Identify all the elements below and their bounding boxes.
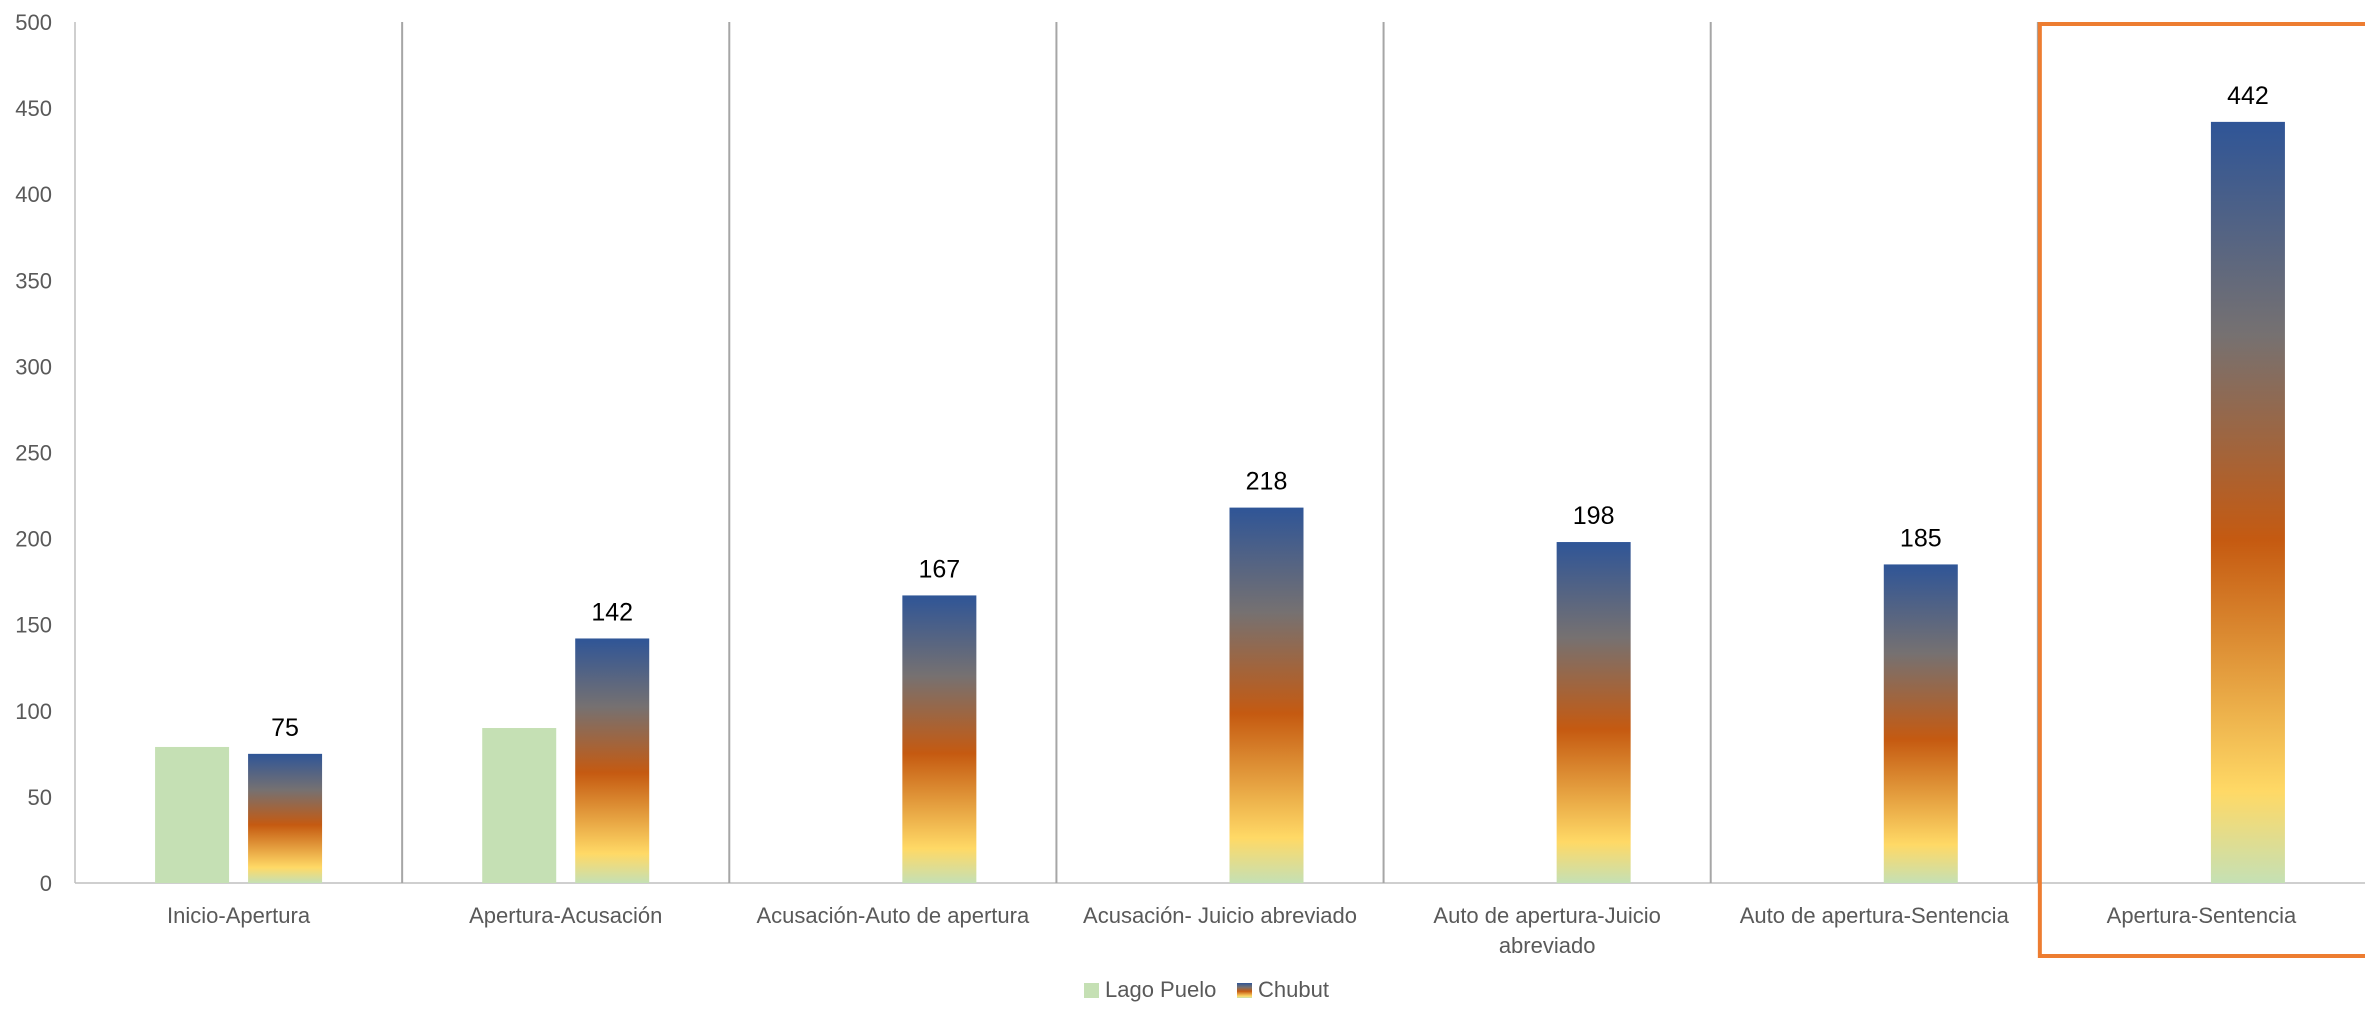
bar-chubut (2210, 121, 2285, 884)
legend-swatch-chubut (1237, 983, 1252, 998)
data-label-chubut: 167 (918, 555, 960, 583)
x-tick-label: Apertura-Sentencia (2107, 903, 2297, 928)
bar-chubut (902, 595, 977, 883)
y-tick-label: 100 (15, 699, 52, 724)
data-label-chubut: 218 (1246, 468, 1288, 496)
bar-chubut (1229, 507, 1304, 883)
y-tick-label: 50 (28, 785, 52, 810)
legend-swatch-lago-puelo (1084, 983, 1099, 998)
data-label-chubut: 442 (2227, 82, 2269, 110)
y-tick-label: 300 (15, 354, 52, 379)
data-label-chubut: 142 (591, 598, 633, 626)
bar-lago-puelo (482, 728, 557, 883)
bar-lago-puelo (155, 746, 230, 883)
x-tick-label: Auto de apertura-Sentencia (1740, 903, 2010, 928)
y-tick-label: 500 (15, 10, 52, 35)
x-tick-label: Acusación- Juicio abreviado (1083, 903, 1357, 928)
legend-label-chubut: Chubut (1258, 977, 1329, 1002)
y-tick-label: 150 (15, 613, 52, 638)
data-label-chubut: 198 (1573, 502, 1615, 530)
y-tick-label: 450 (15, 96, 52, 121)
x-tick-label: Auto de apertura-Juicio abreviado (1433, 903, 1660, 958)
y-tick-label: 400 (15, 182, 52, 207)
y-tick-label: 250 (15, 441, 52, 466)
legend-label-lago-puelo: Lago Puelo (1105, 977, 1216, 1002)
y-tick-label: 200 (15, 527, 52, 552)
highlight-box (2037, 22, 2365, 958)
data-label-chubut: 75 (271, 714, 299, 742)
y-tick-label: 0 (40, 871, 52, 896)
data-label-chubut: 185 (1900, 524, 1942, 552)
x-tick-label: Acusación-Auto de apertura (756, 903, 1029, 928)
bar-chubut (575, 638, 650, 883)
x-tick-label: Apertura-Acusación (469, 903, 662, 928)
bar-chubut (1883, 564, 1958, 883)
bar-chubut (1556, 542, 1631, 883)
y-tick-label: 350 (15, 268, 52, 293)
bar-chubut (248, 753, 323, 883)
x-tick-label: Inicio-Apertura (167, 903, 311, 928)
